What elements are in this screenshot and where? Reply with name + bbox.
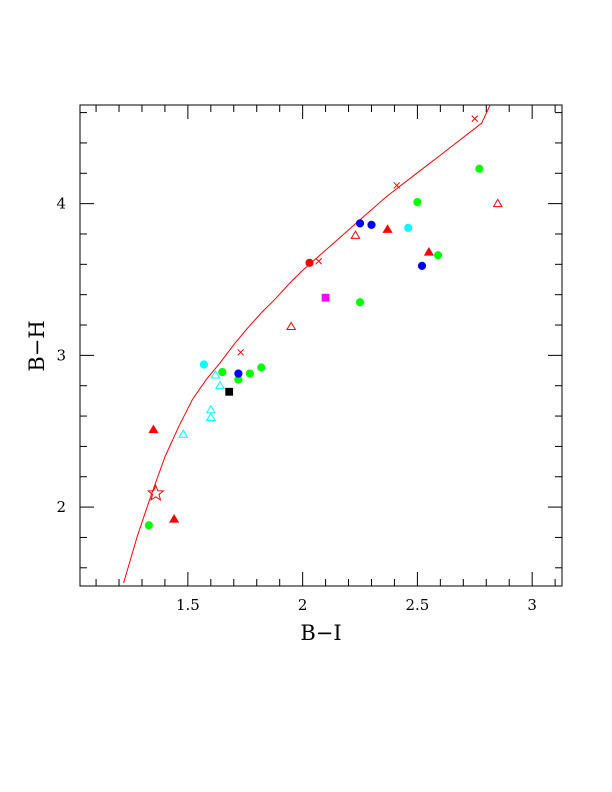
curve-marker <box>237 348 245 356</box>
point-triangle <box>382 224 393 233</box>
curve-marker <box>315 257 323 265</box>
point-circle <box>144 521 153 530</box>
curve-marker <box>393 182 401 189</box>
point-circle <box>218 367 227 377</box>
plot-frame <box>79 104 563 587</box>
point-circle <box>404 223 413 233</box>
point-circle <box>433 251 443 260</box>
model-curve <box>123 105 491 584</box>
y-axis-title: B−H <box>25 320 49 371</box>
star-marker <box>146 484 165 502</box>
point-circle <box>199 360 209 369</box>
point-circle <box>475 164 484 173</box>
point-circle <box>355 298 365 307</box>
x-tick-label: 1.5 <box>176 596 200 614</box>
point-square <box>321 293 330 302</box>
axis-ticks <box>80 105 562 586</box>
point-circle <box>417 261 427 270</box>
x-axis-title: B−I <box>300 621 341 645</box>
point-triangle <box>205 404 216 414</box>
point-triangle <box>205 412 216 422</box>
y-tick-label: 2 <box>56 498 66 516</box>
point-circle <box>355 219 365 228</box>
x-tick-label: 2.5 <box>405 596 429 614</box>
point-triangle <box>169 514 180 523</box>
y-tick-label: 3 <box>56 346 66 364</box>
curve-line <box>123 105 491 584</box>
point-triangle <box>178 429 189 438</box>
point-circle <box>305 258 314 267</box>
point-square <box>225 387 234 396</box>
x-tick-label: 3 <box>527 596 537 614</box>
point-circle <box>367 220 376 229</box>
curve-marker <box>471 115 479 123</box>
x-tick-label: 2 <box>298 596 308 614</box>
point-triangle <box>148 424 159 434</box>
point-circle <box>234 369 243 378</box>
point-circle <box>245 369 254 378</box>
point-circle <box>413 198 422 207</box>
point-triangle <box>492 198 503 208</box>
point-triangle <box>350 230 361 239</box>
point-triangle <box>214 380 226 390</box>
point-circle <box>257 363 266 372</box>
point-triangle <box>286 321 297 330</box>
point-triangle <box>423 246 434 256</box>
y-tick-label: 4 <box>56 195 66 213</box>
tick-labels: 1.5 2 2.5 3 2 3 4 <box>56 195 536 614</box>
point-triangle <box>210 369 221 379</box>
data-points <box>144 164 503 530</box>
